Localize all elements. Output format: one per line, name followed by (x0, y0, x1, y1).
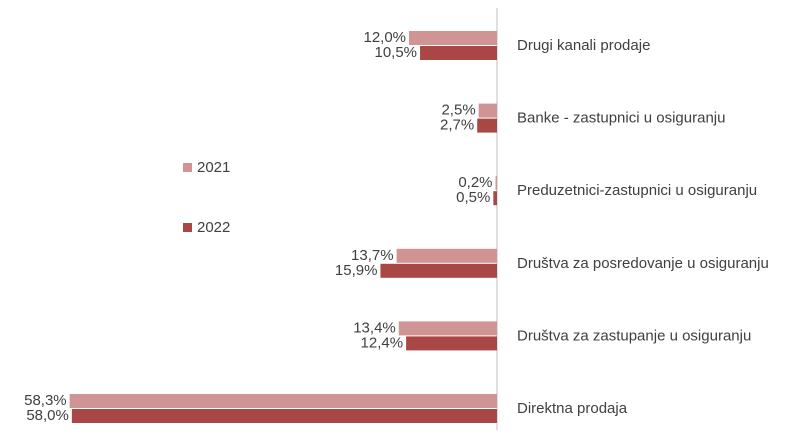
data-label: 58,3% (24, 392, 67, 409)
legend-label: 2022 (197, 219, 230, 236)
bar (409, 31, 497, 45)
category-label: Društva za posredovanje u osiguranju (517, 255, 769, 272)
data-label: 13,7% (351, 247, 394, 264)
bar (493, 191, 497, 206)
bar (495, 176, 497, 191)
legend-label: 2021 (197, 159, 230, 176)
legend-swatch (183, 163, 192, 172)
data-label: 2,5% (441, 102, 475, 119)
category-label: Direktna prodaja (517, 400, 628, 417)
data-label: 0,5% (456, 189, 490, 206)
bar (477, 118, 497, 133)
bar (396, 248, 497, 263)
bar (420, 46, 497, 60)
data-label: 12,4% (361, 334, 404, 351)
bar (398, 321, 497, 336)
category-label: Drugi kanali prodaje (517, 37, 650, 54)
legend-swatch (183, 223, 192, 232)
data-label: 13,4% (353, 319, 396, 336)
data-label: 10,5% (374, 44, 417, 61)
data-label: 15,9% (335, 262, 378, 279)
data-label: 58,0% (26, 407, 69, 424)
bar (380, 263, 497, 278)
data-label: 12,0% (363, 29, 406, 46)
category-label: Preduzetnici-zastupnici u osiguranju (517, 182, 757, 199)
data-label: 2,7% (440, 117, 474, 134)
data-label: 0,2% (458, 174, 492, 191)
category-label: Društva za zastupanje u osiguranju (517, 327, 751, 344)
category-label: Banke - zastupnici u osiguranju (517, 110, 725, 127)
bar (406, 336, 497, 351)
bar (69, 394, 497, 408)
bar (71, 409, 498, 423)
bar (478, 103, 497, 118)
